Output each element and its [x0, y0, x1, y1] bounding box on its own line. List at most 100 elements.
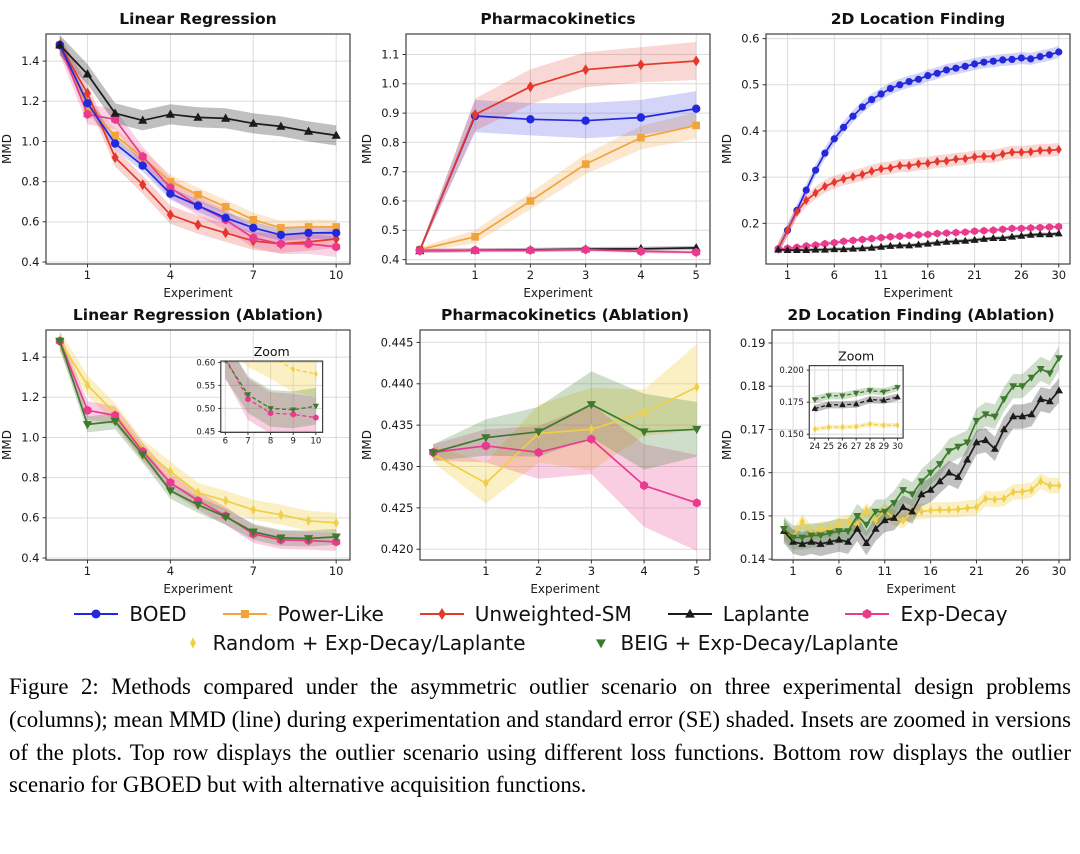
legend-marker-square-icon — [222, 610, 267, 619]
svg-text:30: 30 — [892, 442, 903, 452]
svg-text:6: 6 — [223, 436, 228, 446]
legend-label: Random + Exp-Decay/Laplante — [212, 631, 526, 655]
svg-text:26: 26 — [837, 442, 848, 452]
legend-row-1: BOED Power-Like Unweighted-SM Laplante Exp-D… — [72, 602, 1008, 626]
y-axis-label: MMD — [0, 430, 14, 460]
svg-text:0.19: 0.19 — [740, 336, 766, 350]
plot-series — [811, 383, 901, 433]
legend-item-power-like: Power-Like — [221, 602, 384, 626]
legend-marker-diamond-icon — [419, 608, 464, 620]
x-axis-label: Experiment — [163, 286, 233, 300]
legend-label: Exp-Decay — [900, 602, 1008, 626]
svg-text:0.8: 0.8 — [381, 135, 399, 149]
svg-text:10: 10 — [310, 436, 321, 446]
axes-frame — [45, 33, 351, 265]
svg-text:1.4: 1.4 — [21, 54, 39, 68]
axes-grid — [220, 361, 323, 433]
svg-text:0.4: 0.4 — [381, 253, 399, 267]
svg-text:1.0: 1.0 — [21, 430, 39, 444]
svg-text:1.0: 1.0 — [21, 134, 39, 148]
series-laplante — [774, 229, 1063, 253]
svg-text:7: 7 — [250, 564, 257, 578]
svg-text:1.2: 1.2 — [21, 390, 39, 404]
inset-zoom: 24 25 26 27 28 29 30 0.150 0.175 0.200 Zoom — [779, 349, 904, 452]
svg-text:4: 4 — [637, 268, 644, 282]
series-random-exp-decay-laplante — [812, 420, 900, 433]
svg-text:0.8: 0.8 — [21, 471, 39, 485]
plot-series — [55, 331, 341, 551]
svg-text:5: 5 — [693, 564, 700, 578]
svg-text:7: 7 — [245, 436, 250, 446]
inset-title: Zoom — [254, 344, 290, 359]
axes-grid — [420, 330, 710, 560]
chart-cell-2d-location-finding: 1 6 11 16 21 26 30 0.2 0.3 0.4 0.5 0.6 2D Location F… — [720, 8, 1080, 304]
axes-ticks: 6 7 8 9 10 0.45 0.50 0.55 0.60 — [196, 358, 321, 446]
chart-title: 2D Location Finding (Ablation) — [787, 306, 1054, 324]
series-random-exp-decay-laplante — [278, 361, 318, 378]
series-exp-decay — [429, 434, 701, 508]
svg-text:4: 4 — [167, 564, 174, 578]
svg-text:6: 6 — [835, 564, 842, 578]
svg-text:1.4: 1.4 — [21, 350, 39, 364]
series-beig-exp-decay-laplante — [780, 355, 1063, 542]
chart-title: 2D Location Finding — [831, 10, 1006, 28]
chart-cell-2d-location-finding-ablation: 1 6 11 16 21 26 30 0.14 0.15 0.16 0.17 0.18 0.19 2D L… — [720, 304, 1080, 600]
chart-linear-regression: 1 4 7 10 0.4 0.6 0.8 1.0 1.2 1.4 Linear Regression… — [0, 10, 351, 300]
svg-text:7: 7 — [250, 268, 257, 282]
svg-text:2: 2 — [527, 268, 534, 282]
legend-item-laplante: Laplante — [666, 602, 809, 626]
svg-text:3: 3 — [588, 564, 595, 578]
svg-text:0.3: 0.3 — [741, 170, 759, 184]
inset-title: Zoom — [838, 349, 874, 364]
svg-text:4: 4 — [640, 564, 647, 578]
svg-text:0.15: 0.15 — [740, 509, 766, 523]
inset-zoom: 6 7 8 9 10 0.45 0.50 0.55 0.60 Zoom — [196, 344, 324, 446]
series-boed — [55, 40, 341, 240]
svg-text:30: 30 — [1051, 268, 1066, 282]
series-laplante — [780, 386, 1063, 547]
axes-ticks: 1 2 3 4 5 0.420 0.425 0.430 0.435 0.440 0.445 — [381, 335, 701, 578]
svg-text:10: 10 — [329, 564, 344, 578]
svg-text:16: 16 — [921, 268, 936, 282]
plot-series — [55, 35, 341, 257]
chart-title: Pharmacokinetics — [480, 10, 635, 28]
svg-text:0.18: 0.18 — [740, 379, 766, 393]
legend-marker-triangle-down-icon — [595, 639, 606, 649]
svg-text:10: 10 — [329, 268, 344, 282]
svg-text:11: 11 — [877, 564, 892, 578]
svg-text:1: 1 — [84, 268, 91, 282]
svg-text:21: 21 — [967, 268, 982, 282]
axes-ticks: 24 25 26 27 28 29 30 0.150 0.175 0.200 — [779, 366, 903, 452]
svg-text:25: 25 — [823, 442, 834, 452]
svg-text:0.420: 0.420 — [381, 542, 414, 556]
svg-text:27: 27 — [851, 442, 862, 452]
svg-text:4: 4 — [167, 268, 174, 282]
legend-item-exp-decay: Exp-Decay — [843, 602, 1008, 626]
legend-marker-triangle-up-icon — [667, 608, 712, 618]
y-axis-label: MMD — [720, 134, 734, 164]
series-exp-decay — [774, 222, 1063, 254]
svg-text:1.0: 1.0 — [381, 77, 399, 91]
chart-pharmacokinetics-ablation: 1 2 3 4 5 0.420 0.425 0.430 0.435 0.440 0.445 Pharm… — [360, 306, 711, 596]
svg-text:6: 6 — [831, 268, 838, 282]
svg-text:0.60: 0.60 — [196, 358, 215, 368]
svg-text:0.175: 0.175 — [779, 398, 803, 408]
figure-plots: 1 4 7 10 0.4 0.6 0.8 1.0 1.2 1.4 Linear Regression… — [0, 8, 1080, 600]
svg-text:30: 30 — [1052, 564, 1067, 578]
svg-text:1: 1 — [84, 564, 91, 578]
axes-ticks: 1 6 11 16 21 26 300.20.30.40.50.6 — [741, 32, 1066, 282]
axes-grid — [406, 34, 710, 264]
svg-text:1: 1 — [789, 564, 796, 578]
svg-text:0.4: 0.4 — [21, 551, 39, 565]
chart-title: Linear Regression — [119, 10, 276, 28]
axes-ticks: 1 6 11 16 21 26 300.140.150.160.170.180.19 — [740, 336, 1066, 578]
svg-text:0.45: 0.45 — [196, 427, 215, 437]
svg-text:0.55: 0.55 — [196, 381, 215, 391]
svg-text:0.200: 0.200 — [779, 366, 803, 376]
svg-text:0.17: 0.17 — [740, 422, 766, 436]
series-exp-decay — [226, 361, 319, 421]
plot-series — [223, 361, 319, 433]
legend-label: BOED — [129, 602, 187, 626]
svg-text:1.1: 1.1 — [381, 47, 399, 61]
